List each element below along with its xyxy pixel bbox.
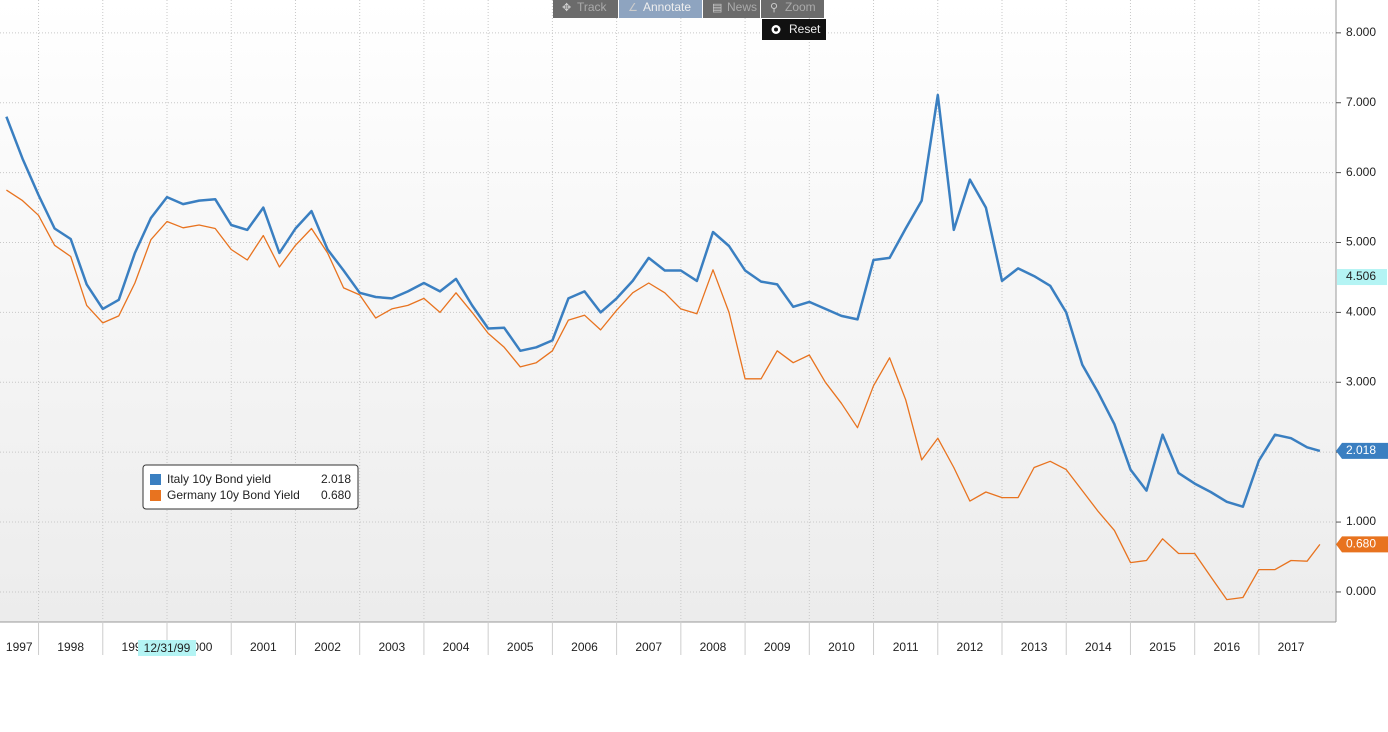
toolbar-button[interactable] xyxy=(619,0,702,18)
series-line xyxy=(6,189,1321,601)
last-value-label: 0.680 xyxy=(1346,537,1376,551)
toolbar-button[interactable] xyxy=(761,0,824,18)
reset-label[interactable]: Reset xyxy=(789,22,821,36)
toolbar-label[interactable]: News xyxy=(727,0,757,14)
y-tick-label: 8.000 xyxy=(1346,25,1376,39)
toolbar-icon: ▤ xyxy=(712,2,722,14)
y-tick-label: 7.000 xyxy=(1346,95,1376,109)
legend-swatch xyxy=(150,474,161,485)
toolbar-icon: ∠ xyxy=(628,2,638,14)
x-tick-label: 2013 xyxy=(1021,640,1048,654)
x-tick-label: 2004 xyxy=(443,640,470,654)
x-tick-label: 2015 xyxy=(1149,640,1176,654)
toolbar-label[interactable]: Track xyxy=(577,0,608,14)
toolbar-label[interactable]: Zoom xyxy=(785,0,816,14)
last-value-label: 2.018 xyxy=(1346,443,1376,457)
cursor-date-tag xyxy=(138,640,196,656)
x-tick-label: 1997 xyxy=(6,640,33,654)
x-tick-label: 2001 xyxy=(250,640,277,654)
x-tick-label: 2005 xyxy=(507,640,534,654)
x-tick-label: 2011 xyxy=(893,640,919,654)
toolbar-icon: ✥ xyxy=(562,2,571,14)
legend xyxy=(142,464,359,510)
toolbar-button[interactable] xyxy=(703,0,760,18)
y-tick-label: 5.000 xyxy=(1346,235,1376,249)
last-value-badge xyxy=(1336,442,1388,459)
reset-button[interactable]: Reset xyxy=(762,19,826,40)
x-tick-label: 2007 xyxy=(635,640,662,654)
y-tick-label: 1.000 xyxy=(1346,514,1376,528)
x-tick-label: 1998 xyxy=(57,640,84,654)
y-tick-label: 0.000 xyxy=(1346,584,1376,598)
x-tick-label: 2006 xyxy=(571,640,598,654)
last-value-badge xyxy=(1336,536,1388,553)
legend-value: 2.018 xyxy=(321,472,351,486)
plot-background xyxy=(0,0,1336,622)
toolbar: ✥ Track ∠ Annotate ▤ News ⚲ Zoom xyxy=(553,0,824,18)
x-tick-label: 2017 xyxy=(1278,640,1305,654)
x-tick-label: 2010 xyxy=(828,640,855,654)
y-tick-label: 3.000 xyxy=(1346,374,1376,388)
legend-value: 0.680 xyxy=(321,488,351,502)
cursor-date: 12/31/99 xyxy=(144,641,191,655)
x-axis-strip xyxy=(0,622,1336,655)
y-tick-label: 6.000 xyxy=(1346,165,1376,179)
series-line xyxy=(5,93,1321,508)
x-tick-label: 2016 xyxy=(1213,640,1240,654)
legend-swatch xyxy=(150,490,161,501)
y-tick-label: 4.000 xyxy=(1346,305,1376,319)
x-tick-label: 2012 xyxy=(957,640,984,654)
x-tick-label: 2014 xyxy=(1085,640,1112,654)
toolbar-icon: ⚲ xyxy=(770,2,778,14)
legend-label: Germany 10y Bond Yield xyxy=(167,488,300,502)
cursor-badge xyxy=(1337,269,1387,286)
x-tick-label: 2002 xyxy=(314,640,341,654)
toolbar-label[interactable]: Annotate xyxy=(643,0,691,14)
legend-label: Italy 10y Bond yield xyxy=(167,472,271,486)
cursor-label: 4.506 xyxy=(1346,269,1376,283)
x-tick-label: 2008 xyxy=(700,640,727,654)
x-tick-label: 2003 xyxy=(378,640,405,654)
toolbar-button[interactable] xyxy=(553,0,618,18)
x-tick-label: 2009 xyxy=(764,640,791,654)
